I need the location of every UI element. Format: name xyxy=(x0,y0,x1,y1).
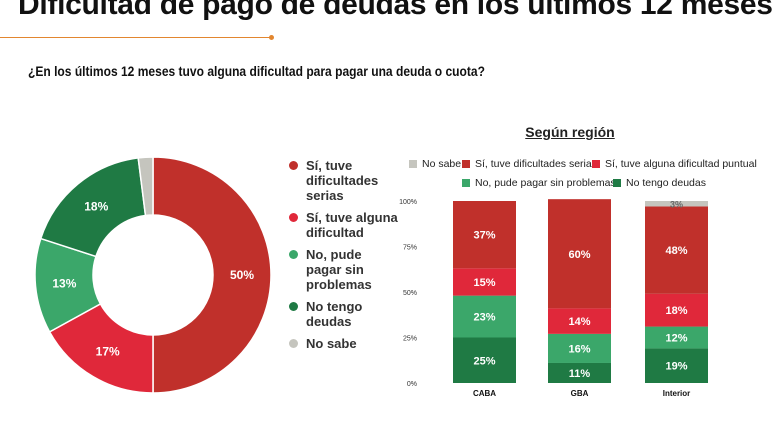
bar-segment-label: 15% xyxy=(473,277,495,289)
bar-legend-label: Sí, tuve dificultades serias xyxy=(475,158,597,170)
legend-swatch xyxy=(462,160,470,168)
x-category-label: CABA xyxy=(473,389,496,398)
y-tick-label: 75% xyxy=(403,245,417,252)
legend-swatch xyxy=(592,160,600,168)
survey-question: ¿En los últimos 12 meses tuvo alguna dif… xyxy=(28,63,485,79)
donut-legend-item: No, pude pagar sin problemas xyxy=(289,247,399,292)
page-title: Dificultad de pago de deudas en los últi… xyxy=(18,0,773,21)
donut-slice xyxy=(152,156,272,394)
bar-segment xyxy=(453,295,516,338)
donut-legend-label: No, pude pagar sin problemas xyxy=(306,247,372,292)
stacked-bar-chart: 0% 25% 50% 75% 100% 25% 23% 15% 37% CABA 11% 16% 14%… xyxy=(399,199,708,398)
donut-legend-label: Sí, tuve dificultades serias xyxy=(306,158,379,203)
legend-swatch xyxy=(289,161,298,170)
legend-swatch xyxy=(613,179,621,187)
bar-segment-label: 60% xyxy=(568,249,590,261)
bar-segment-label: 11% xyxy=(569,368,591,380)
donut-chart: 50% 17% 13% 18% xyxy=(34,156,272,394)
donut-legend-label: No tengo deudas xyxy=(306,299,363,329)
legend-swatch xyxy=(289,302,298,311)
donut-legend-item: Sí, tuve alguna dificultad xyxy=(289,210,399,240)
legend-swatch xyxy=(289,213,298,222)
legend-swatch xyxy=(289,250,298,259)
bar-segment-label: 25% xyxy=(473,355,495,367)
bar-segment-label: 48% xyxy=(665,245,687,257)
y-tick-label: 50% xyxy=(403,290,417,297)
bar-segment xyxy=(645,348,708,383)
donut-slice-label: 17% xyxy=(96,345,120,359)
bar-segment-label: 3% xyxy=(670,200,683,210)
bar-legend-label: No sabe xyxy=(422,158,462,170)
donut-slice-label: 50% xyxy=(230,268,254,282)
bar-legend-label: Sí, tuve alguna dificultad puntual xyxy=(605,158,757,170)
bar-segment xyxy=(548,308,611,334)
bar-segment-label: 12% xyxy=(665,333,687,345)
donut-legend-item: No tengo deudas xyxy=(289,299,399,329)
bar-segment xyxy=(548,333,611,363)
x-category-label: GBA xyxy=(571,389,589,398)
bar-chart-title: Según región xyxy=(525,124,615,140)
bar-segment xyxy=(453,201,516,269)
bar-segment xyxy=(548,199,611,309)
y-tick-label: 100% xyxy=(399,199,417,206)
bar-segment xyxy=(645,201,708,207)
title-underline xyxy=(0,37,272,38)
bar-segment-label: 19% xyxy=(665,361,687,373)
bar-segment-label: 37% xyxy=(473,230,495,242)
x-category-label: Interior xyxy=(663,389,691,398)
bar-segment xyxy=(453,268,516,296)
bar-legend-item: No, pude pagar sin problemas xyxy=(462,177,616,189)
y-tick-label: 25% xyxy=(403,336,417,343)
bar-legend-item: No tengo deudas xyxy=(613,177,706,189)
bar-segment xyxy=(548,362,611,383)
donut-legend-item: Sí, tuve dificultades serias xyxy=(289,158,399,203)
title-underline-dot xyxy=(269,35,274,40)
legend-swatch xyxy=(462,179,470,187)
y-tick-label: 0% xyxy=(407,381,417,388)
donut-slice xyxy=(137,156,154,217)
bar-segment-label: 14% xyxy=(568,316,590,328)
bar-legend-label: No tengo deudas xyxy=(626,177,706,189)
bar-segment-label: 18% xyxy=(665,305,687,317)
bar-legend-item: Sí, tuve alguna dificultad puntual xyxy=(592,158,757,170)
donut-legend: Sí, tuve dificultades serias Sí, tuve al… xyxy=(289,158,399,358)
legend-swatch xyxy=(409,160,417,168)
bar-legend-item: Sí, tuve dificultades serias xyxy=(462,158,597,170)
bar-legend-item: No sabe xyxy=(409,158,461,170)
donut-slice-label: 13% xyxy=(52,276,76,290)
bar-segment xyxy=(645,293,708,327)
donut-legend-label: Sí, tuve alguna dificultad xyxy=(306,210,398,240)
bar-legend-label: No, pude pagar sin problemas xyxy=(475,177,616,189)
bar-segment xyxy=(453,337,516,383)
bar-segment-label: 16% xyxy=(568,343,590,355)
donut-legend-item: No sabe xyxy=(289,336,399,351)
bar-segment-label: 23% xyxy=(473,312,495,324)
donut-slice-label: 18% xyxy=(84,199,108,213)
legend-swatch xyxy=(289,339,298,348)
donut-legend-label: No sabe xyxy=(306,336,357,351)
bar-segment xyxy=(645,206,708,294)
bar-segment xyxy=(645,326,708,349)
